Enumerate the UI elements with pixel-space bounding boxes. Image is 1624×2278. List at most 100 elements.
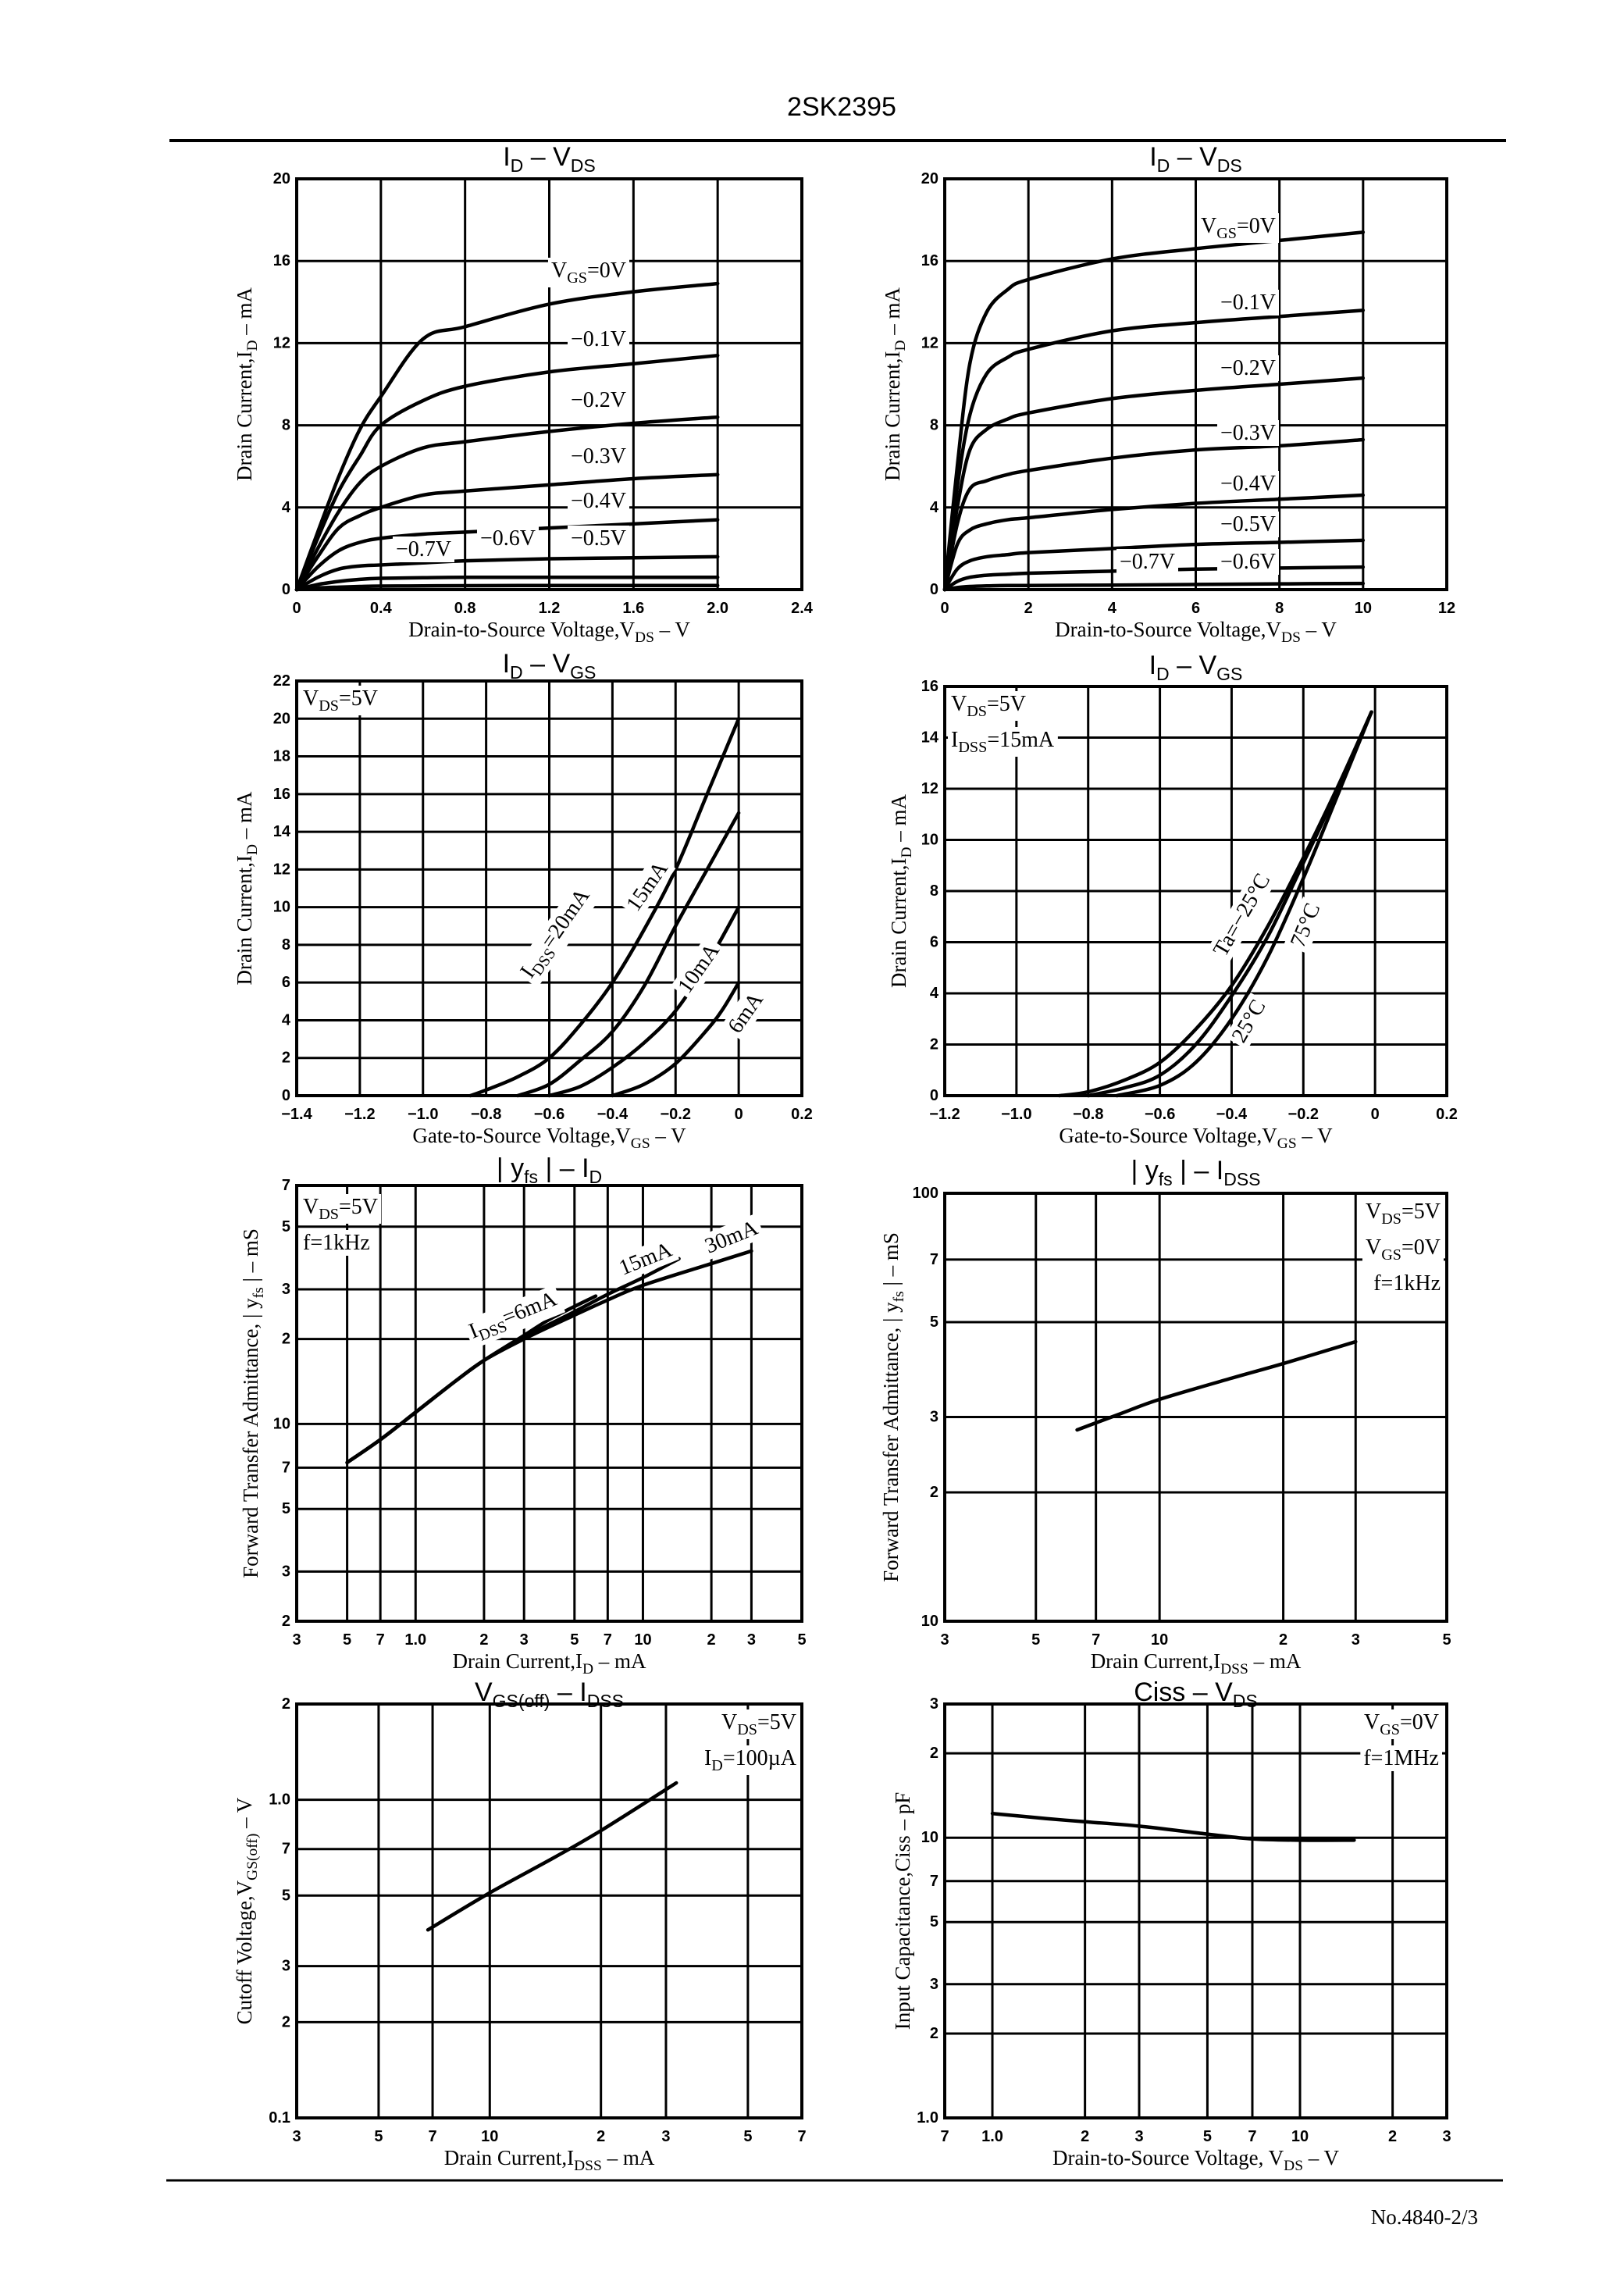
annotation-text: −0.4V — [571, 489, 626, 513]
y-tick-label: 2 — [930, 1745, 938, 1762]
label-background — [948, 727, 1058, 757]
annotation-text: −0.1V — [571, 327, 626, 351]
annotation-text: VDS=5V — [1366, 1200, 1441, 1228]
label-background — [612, 1235, 679, 1283]
y-tick-label: 12 — [273, 334, 290, 351]
y-tick-label: 0 — [282, 1087, 290, 1104]
x-tick-label: 2 — [1388, 2128, 1397, 2145]
annotation-label: VGS=0V — [1360, 1709, 1442, 1739]
x-tick-label: 2 — [1279, 1631, 1287, 1649]
label-background — [1362, 1235, 1444, 1264]
y-tick-label: 5 — [282, 1887, 290, 1904]
chart-2: 0 2 4 6 8 10 12 0 4 8 12 16 20 ID – VDS Drain-to-Sourc… — [881, 142, 1455, 646]
x-tick-label: 3 — [292, 1631, 301, 1649]
plot-frame — [295, 177, 803, 591]
x-tick-label: 4 — [1108, 600, 1117, 617]
annotation-text: IDSS=15mA — [951, 728, 1055, 756]
y-axis-label: Input Capacitance,Ciss – pF — [891, 1792, 914, 2030]
x-tick-label: 10 — [1355, 600, 1372, 617]
series-curve-2 — [1086, 710, 1373, 1098]
annotation-text: −0.6V — [480, 526, 536, 551]
annotation-text: −0.7V — [1120, 550, 1175, 574]
y-tick-label: 7 — [930, 1251, 938, 1268]
x-tick-label: 2 — [597, 2128, 605, 2145]
chart-title: ID – VDS — [1149, 142, 1242, 176]
label-background — [462, 1284, 566, 1349]
label-background — [567, 488, 629, 514]
annotation-text: −0.6V — [1220, 550, 1276, 574]
label-background — [718, 1709, 800, 1739]
series-curve-3 — [345, 1249, 753, 1465]
y-tick-label: 12 — [921, 780, 938, 797]
annotation-label: −0.2V — [1216, 355, 1279, 381]
y-tick-label: 5 — [282, 1218, 290, 1235]
annotation-label: −0.4V — [1216, 471, 1279, 497]
x-tick-label: 1.6 — [622, 600, 644, 617]
annotation-label: −0.1V — [567, 326, 629, 352]
annotation-text: VDS=5V — [951, 692, 1026, 720]
label-background — [948, 691, 1030, 721]
label-background — [619, 854, 676, 919]
label-background — [1197, 213, 1279, 243]
x-tick-label: 2 — [1081, 2128, 1089, 2145]
x-tick-label: 5 — [570, 1631, 579, 1649]
label-background — [700, 1745, 800, 1775]
annotation-label: ID=100µA — [700, 1745, 800, 1775]
chart-title: ID – VDS — [503, 142, 596, 176]
annotation-label: VDS=5V — [718, 1709, 800, 1739]
annotation-label: 6mA — [721, 984, 771, 1041]
chart-title: | yfs | – ID — [497, 1153, 602, 1187]
chart-title: ID – VGS — [1149, 651, 1243, 684]
label-background — [392, 537, 454, 562]
y-tick-label: 10 — [921, 1613, 938, 1630]
chart-title: Ciss – VDS — [1134, 1677, 1258, 1711]
annotation-text: Ta=−25°C — [1209, 869, 1275, 961]
label-background — [300, 1194, 382, 1224]
x-tick-label: 6 — [1191, 600, 1200, 617]
annotation-text: −0.3V — [1220, 421, 1276, 445]
grid — [295, 679, 803, 1097]
label-background — [567, 326, 629, 352]
label-background — [698, 1213, 765, 1261]
chart-title: VGS(off) – IDSS — [475, 1677, 624, 1711]
y-tick-label: 3 — [282, 1563, 290, 1580]
y-tick-label: 16 — [273, 786, 290, 803]
plot-frame — [943, 1192, 1448, 1623]
y-tick-label: 20 — [273, 710, 290, 727]
annotation-text: −0.5V — [571, 526, 626, 551]
y-tick-label: 2 — [930, 1484, 938, 1501]
x-tick-label: −0.4 — [1216, 1106, 1248, 1123]
series-curve-3 — [547, 905, 741, 1098]
x-axis-label: Drain Current,IDSS – mA — [1091, 1649, 1302, 1677]
y-tick-label: 7 — [930, 1873, 938, 1890]
label-background — [1224, 992, 1273, 1050]
annotation-label: f=1kHz — [300, 1230, 373, 1256]
annotation-label: −0.3V — [567, 444, 629, 469]
label-background — [721, 984, 771, 1041]
x-axis-label: Gate-to-Source Voltage,VGS – V — [1059, 1124, 1333, 1152]
annotation-label: VDS=5V — [948, 691, 1030, 721]
y-axis-label: Drain Current,ID – mA — [881, 287, 909, 481]
x-axis-label: Drain-to-Source Voltage,VDS – V — [408, 618, 690, 646]
y-tick-label: 3 — [930, 1409, 938, 1426]
label-background — [300, 686, 382, 715]
series-curve-3 — [294, 415, 720, 592]
annotation-text: −0.2V — [1220, 356, 1276, 380]
annotation-label: −0.3V — [1216, 420, 1279, 446]
y-tick-label: 2 — [282, 1331, 290, 1348]
x-tick-label: 2 — [479, 1631, 488, 1649]
x-tick-label: 7 — [940, 2128, 949, 2145]
annotation-label: −0.5V — [1216, 512, 1279, 537]
y-tick-label: 8 — [282, 936, 290, 954]
x-tick-label: 7 — [376, 1631, 385, 1649]
series-curve-5 — [294, 518, 720, 592]
label-background — [1216, 290, 1279, 315]
y-tick-label: 3 — [930, 1695, 938, 1713]
y-tick-label: 16 — [273, 252, 290, 269]
y-tick-label: 10 — [273, 1415, 290, 1432]
series-curve-3 — [942, 376, 1366, 592]
annotation-text: f=1kHz — [1373, 1271, 1441, 1296]
x-tick-label: −0.2 — [661, 1106, 691, 1123]
